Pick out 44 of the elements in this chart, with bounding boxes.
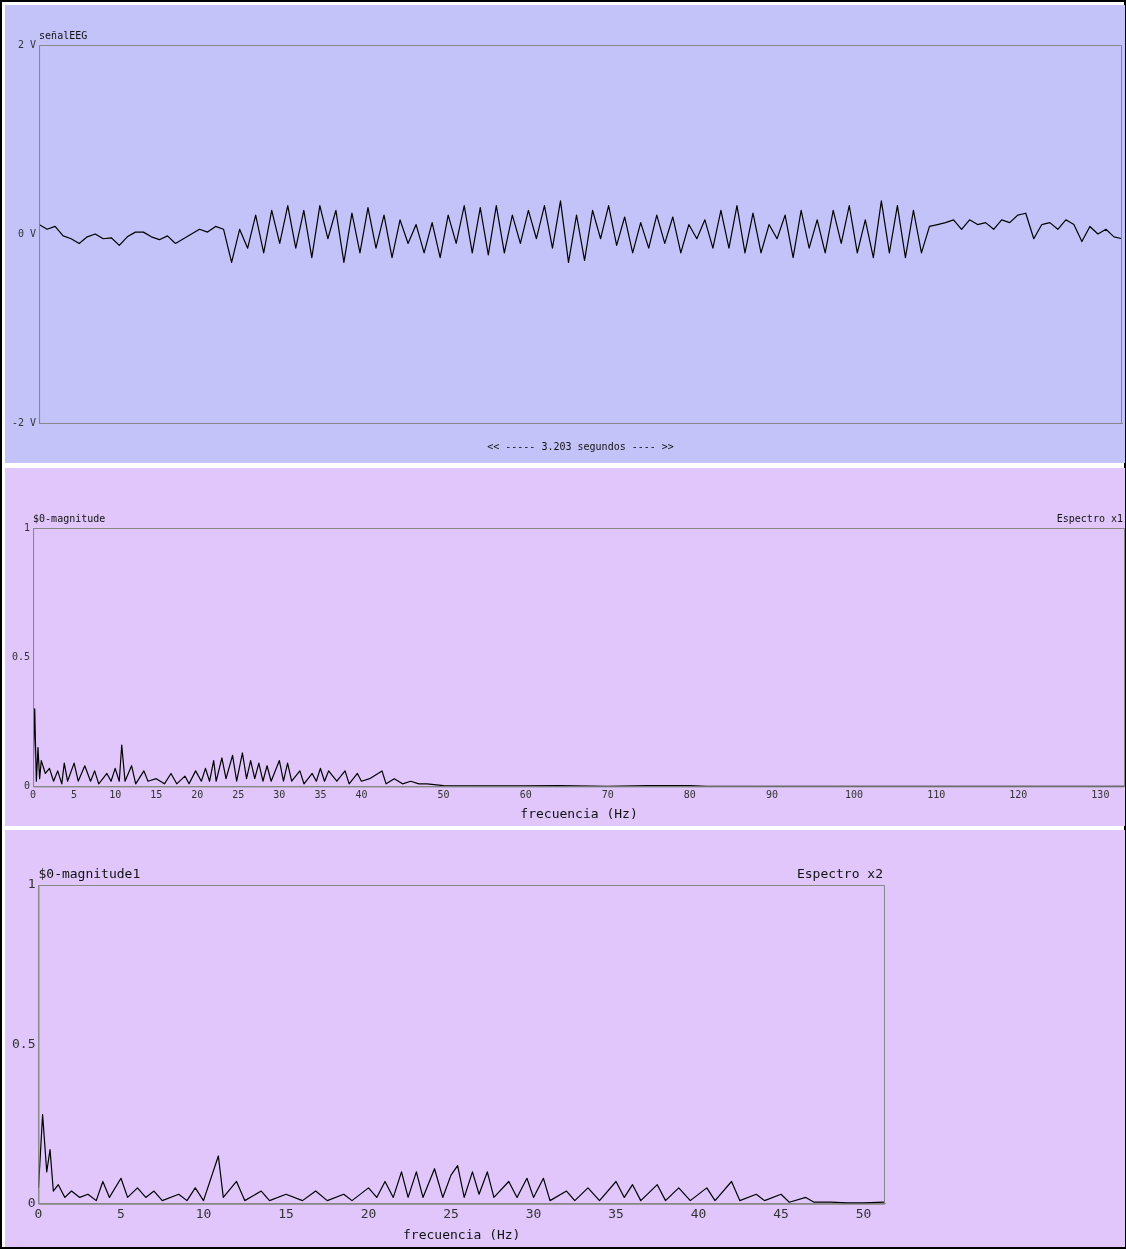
x-tick-label: 30 [525, 1205, 542, 1221]
y-tick-label: 0 V [18, 227, 37, 239]
y-tick-label: -2 V [11, 416, 37, 428]
y-tick-label: 0 [27, 1195, 36, 1211]
x-tick-label: 50 [437, 788, 450, 800]
x-tick-label: 35 [608, 1205, 624, 1221]
x-tick-label: 110 [927, 788, 946, 800]
chart-subtitle: Espectro x2 [796, 865, 883, 881]
y-tick-label: 1 [24, 521, 31, 533]
x-axis-title: frecuencia (Hz) [520, 805, 638, 821]
y-tick-label: 0.5 [12, 1035, 36, 1051]
x-tick-label: 10 [195, 1205, 212, 1221]
x-tick-label: 120 [1009, 788, 1028, 800]
x-tick-label: 45 [773, 1205, 789, 1221]
x-tick-label: 130 [1091, 788, 1110, 800]
x-tick-label: 20 [360, 1205, 377, 1221]
x-tick-label: 40 [690, 1205, 707, 1221]
x-axis-title: << ----- 3.203 segundos ---- >> [487, 440, 674, 452]
x-tick-label: 60 [519, 788, 532, 800]
y-tick-label: 2 V [18, 38, 37, 50]
x-tick-label: 35 [314, 788, 327, 800]
x-tick-label: 25 [232, 788, 245, 800]
x-tick-label: 5 [71, 788, 78, 800]
chart-title: $0-magnitude [33, 512, 106, 524]
x-tick-label: 70 [601, 788, 614, 800]
y-tick-label: 0.5 [12, 650, 31, 662]
chart-title: $0-magnitude1 [38, 865, 141, 881]
x-tick-label: 50 [855, 1205, 872, 1221]
x-tick-label: 100 [845, 788, 864, 800]
chart-title: señalEEG [39, 29, 88, 41]
x-tick-label: 30 [273, 788, 286, 800]
x-axis-title: frecuencia (Hz) [403, 1226, 521, 1242]
y-tick-label: 0 [24, 779, 31, 791]
chart-subtitle: Espectro x1 [1056, 512, 1123, 524]
x-tick-label: 10 [109, 788, 122, 800]
x-tick-label: 15 [278, 1205, 294, 1221]
x-tick-label: 20 [191, 788, 204, 800]
x-tick-label: 40 [355, 788, 368, 800]
y-tick-label: 1 [27, 876, 36, 892]
x-tick-label: 25 [443, 1205, 459, 1221]
x-tick-label: 90 [765, 788, 778, 800]
x-tick-label: 5 [117, 1205, 125, 1221]
x-tick-label: 15 [150, 788, 163, 800]
x-tick-label: 80 [683, 788, 696, 800]
